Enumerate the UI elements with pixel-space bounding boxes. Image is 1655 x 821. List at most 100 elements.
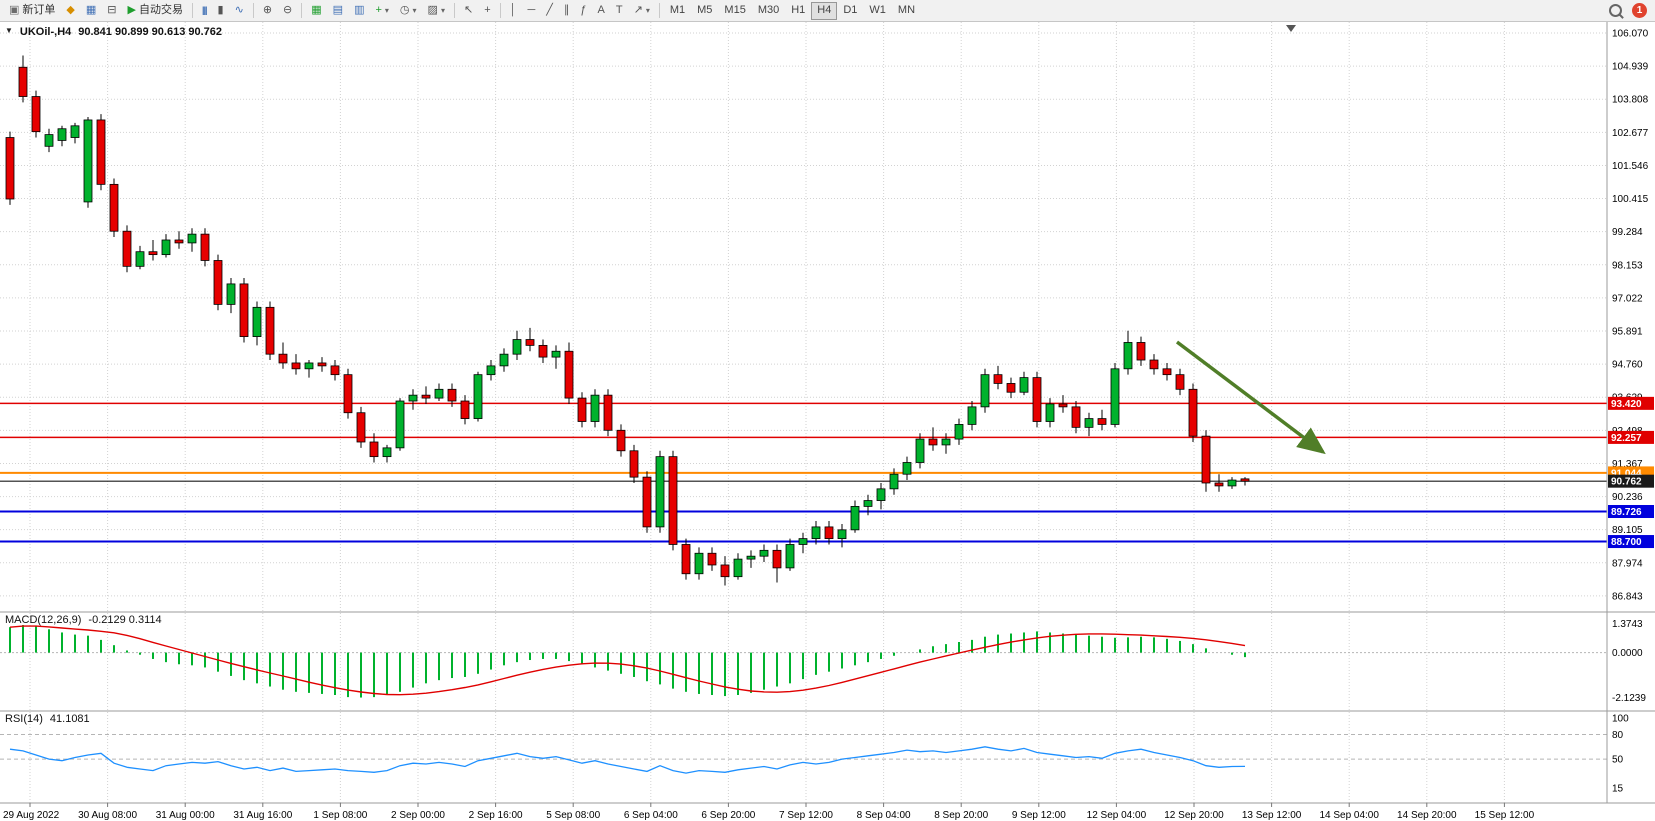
indicators-button[interactable]: ▤ <box>328 2 348 20</box>
svg-text:0.0000: 0.0000 <box>1612 648 1643 659</box>
zoom-in-icon: ⊕ <box>262 4 273 16</box>
svg-text:1 Sep 08:00: 1 Sep 08:00 <box>313 810 367 821</box>
svg-text:15 Sep 12:00: 15 Sep 12:00 <box>1475 810 1535 821</box>
text-tool-button[interactable]: A <box>593 2 610 20</box>
templates-button[interactable]: ▨ ▾ <box>423 2 450 20</box>
notification-badge[interactable]: 1 <box>1632 3 1647 18</box>
macd-signal-line <box>9 625 1246 696</box>
price-chart-canvas[interactable]: 106.070 104.939 103.808 102.677 101.546 100.4… <box>0 22 1655 821</box>
candlestick-chart-icon: ▮ <box>217 4 224 16</box>
svg-text:93.420: 93.420 <box>1611 399 1642 410</box>
toolbar-separator <box>658 3 660 18</box>
chevron-down-icon: ▾ <box>412 5 417 15</box>
vertical-line-button[interactable]: │ <box>505 2 522 20</box>
trendline-icon: ╱ <box>546 4 553 16</box>
svg-text:13 Sep 12:00: 13 Sep 12:00 <box>1242 810 1302 821</box>
arrow-tool-icon: ↗ <box>633 4 643 16</box>
candlestick-chart-button[interactable]: ▮ <box>213 2 229 20</box>
timeframe-h4[interactable]: H4 <box>811 1 838 20</box>
templates-icon: ▨ <box>427 4 438 16</box>
market-watch-button[interactable]: ◆ <box>61 2 79 20</box>
timeframe-h1[interactable]: H1 <box>785 2 811 20</box>
auto-trading-label: 自动交易 <box>138 4 183 16</box>
svg-text:97.022: 97.022 <box>1612 293 1643 304</box>
svg-text:7 Sep 12:00: 7 Sep 12:00 <box>779 810 833 821</box>
search-icon <box>1609 4 1622 17</box>
line-chart-button[interactable]: ∿ <box>230 2 249 20</box>
svg-text:2 Sep 00:00: 2 Sep 00:00 <box>391 810 445 821</box>
chevron-down-icon: ▾ <box>440 5 445 15</box>
rsi-axis-labels: 100 80 50 15 <box>1612 714 1629 795</box>
svg-text:86.843: 86.843 <box>1612 591 1643 602</box>
svg-text:102.677: 102.677 <box>1612 128 1649 139</box>
candlestick-series <box>5 55 1250 586</box>
timeframe-m15[interactable]: M15 <box>718 2 751 20</box>
horizontal-level-lines[interactable] <box>0 402 1607 543</box>
timeframe-w1[interactable]: W1 <box>863 2 892 20</box>
crosshair-button[interactable]: + <box>479 2 495 20</box>
svg-text:90.236: 90.236 <box>1612 492 1643 503</box>
timeframe-toolbar: M1 M5 M15 M30 H1 H4 D1 W1 MN <box>664 1 921 20</box>
svg-text:31 Aug 16:00: 31 Aug 16:00 <box>233 810 292 821</box>
channel-icon: ∥ <box>563 4 570 16</box>
periods-button[interactable]: ◷ ▾ <box>395 2 422 20</box>
market-watch-icon: ◆ <box>66 4 75 16</box>
timeframe-m5[interactable]: M5 <box>691 2 718 20</box>
svg-text:91.367: 91.367 <box>1612 459 1643 470</box>
toolbar-separator <box>301 3 303 18</box>
svg-text:50: 50 <box>1612 755 1624 766</box>
trendline-button[interactable]: ╱ <box>541 2 558 20</box>
chart-shift-marker[interactable] <box>1286 25 1296 32</box>
svg-text:100.415: 100.415 <box>1612 194 1649 205</box>
cursor-icon: ↖ <box>463 4 474 16</box>
svg-text:29 Aug 2022: 29 Aug 2022 <box>3 810 60 821</box>
indicator-windows-icon: ▥ <box>354 4 365 16</box>
svg-text:14 Sep 04:00: 14 Sep 04:00 <box>1319 810 1379 821</box>
zoom-out-icon: ⊖ <box>283 4 293 16</box>
timeframe-d1[interactable]: D1 <box>837 2 863 20</box>
arrows-tool-button[interactable]: ↗ ▾ <box>629 2 655 20</box>
indicator-windows-button[interactable]: ▥ <box>349 2 369 20</box>
label-tool-button[interactable]: T <box>611 2 628 20</box>
svg-text:103.808: 103.808 <box>1612 95 1649 106</box>
new-order-button[interactable]: ▣ 新订单 <box>4 2 60 20</box>
one-click-trading-toggle[interactable]: ▼ <box>5 26 13 35</box>
svg-text:87.974: 87.974 <box>1612 558 1643 569</box>
panel-borders <box>0 22 1655 804</box>
clock-icon: ◷ <box>399 4 410 16</box>
new-order-label: 新订单 <box>22 4 56 16</box>
svg-text:91.044: 91.044 <box>1611 468 1642 479</box>
terminal-button[interactable]: ⊟ <box>102 2 121 20</box>
trend-arrow-annotation[interactable] <box>1175 340 1326 455</box>
fibonacci-button[interactable]: ƒ <box>575 2 591 20</box>
add-indicator-button[interactable]: + ▾ <box>370 2 393 20</box>
svg-text:9 Sep 12:00: 9 Sep 12:00 <box>1012 810 1066 821</box>
timeframe-m30[interactable]: M30 <box>752 2 785 20</box>
horizontal-line-icon: ─ <box>527 4 536 16</box>
chevron-down-icon: ▾ <box>645 5 650 15</box>
bar-chart-button[interactable]: ||| <box>197 2 212 20</box>
toolbar-separator <box>499 3 501 18</box>
timeframe-m1[interactable]: M1 <box>664 2 691 20</box>
svg-text:30 Aug 08:00: 30 Aug 08:00 <box>78 810 137 821</box>
grid-button[interactable]: ▦ <box>306 2 326 20</box>
macd-axis-labels: 1.3743 0.0000 -2.1239 <box>1612 619 1646 704</box>
auto-trading-button[interactable]: ▶ 自动交易 <box>123 2 188 20</box>
toolbar-separator <box>191 3 193 18</box>
svg-text:8 Sep 20:00: 8 Sep 20:00 <box>934 810 988 821</box>
search-button[interactable] <box>1604 2 1627 20</box>
zoom-out-button[interactable]: ⊖ <box>278 2 297 20</box>
timeframe-mn[interactable]: MN <box>892 2 921 20</box>
auto-trading-icon: ▶ <box>127 4 136 16</box>
terminal-icon: ⊟ <box>107 4 117 16</box>
svg-text:12 Sep 20:00: 12 Sep 20:00 <box>1164 810 1224 821</box>
data-window-button[interactable]: ▦ <box>81 2 101 20</box>
horizontal-line-button[interactable]: ─ <box>523 2 541 20</box>
channel-button[interactable]: ∥ <box>559 2 575 20</box>
cursor-button[interactable]: ↖ <box>459 2 478 20</box>
svg-text:-2.1239: -2.1239 <box>1612 693 1646 704</box>
svg-text:8 Sep 04:00: 8 Sep 04:00 <box>857 810 911 821</box>
zoom-in-button[interactable]: ⊕ <box>258 2 277 20</box>
svg-text:100: 100 <box>1612 714 1629 725</box>
